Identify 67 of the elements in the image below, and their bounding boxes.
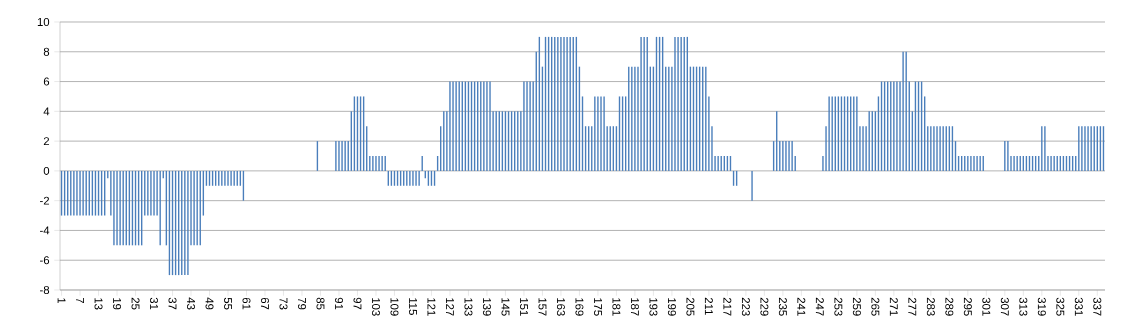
x-tick-label: 301 bbox=[982, 297, 991, 316]
x-tick-label: 223 bbox=[741, 297, 750, 316]
x-tick-label: 331 bbox=[1074, 297, 1083, 316]
y-tick-label: 8 bbox=[43, 47, 50, 56]
x-tick-label: 43 bbox=[187, 297, 196, 310]
x-tick-label: 175 bbox=[593, 298, 602, 316]
y-tick-label: 0 bbox=[43, 166, 50, 175]
x-tick-label: 91 bbox=[334, 297, 343, 310]
x-tick-label: 151 bbox=[519, 298, 528, 316]
x-tick-label: 259 bbox=[852, 297, 861, 316]
x-tick-label: 133 bbox=[464, 298, 473, 316]
x-tick-label: 31 bbox=[150, 297, 159, 310]
x-tick-label: 307 bbox=[1000, 297, 1009, 316]
x-tick-label: 49 bbox=[205, 297, 214, 310]
x-tick-label: 157 bbox=[538, 298, 547, 316]
x-tick-label: 1 bbox=[57, 298, 66, 304]
x-tick-label: 241 bbox=[797, 297, 806, 316]
x-tick-label: 205 bbox=[686, 297, 695, 316]
x-tick-label: 127 bbox=[446, 298, 454, 316]
x-tick-label: 319 bbox=[1037, 297, 1046, 316]
x-tick-label: 37 bbox=[168, 297, 177, 310]
y-tick-label: -4 bbox=[40, 226, 50, 235]
x-tick-label: 289 bbox=[945, 297, 954, 316]
x-tick-label: 325 bbox=[1056, 297, 1065, 316]
x-tick-label: 235 bbox=[778, 297, 787, 316]
x-tick-label: 217 bbox=[723, 297, 732, 316]
x-tick-label: 277 bbox=[908, 297, 917, 316]
y-tick-label: -8 bbox=[40, 286, 50, 294]
x-tick-label: 7 bbox=[76, 297, 84, 304]
x-tick-label: 79 bbox=[297, 297, 306, 310]
x-tick-label: 187 bbox=[630, 298, 639, 316]
x-tick-label: 163 bbox=[556, 298, 565, 316]
x-tick-label: 67 bbox=[260, 297, 269, 310]
x-tick-label: 229 bbox=[760, 297, 769, 316]
x-tick-label: 193 bbox=[649, 298, 658, 316]
x-tick-label: 145 bbox=[501, 298, 510, 316]
x-tick-label: 211 bbox=[704, 297, 713, 315]
y-tick-label: 2 bbox=[43, 137, 50, 146]
x-tick-label: 265 bbox=[871, 297, 880, 316]
x-tick-label: 121 bbox=[427, 298, 436, 316]
x-tick-label: 25 bbox=[131, 297, 140, 310]
x-tick-label: 73 bbox=[279, 297, 288, 310]
y-tick-label: 4 bbox=[43, 107, 50, 116]
x-tick-label: 85 bbox=[316, 297, 325, 310]
x-tick-label: 109 bbox=[390, 298, 399, 316]
x-tick-label: 61 bbox=[242, 297, 251, 310]
x-tick-label: 253 bbox=[834, 297, 843, 316]
y-tick-label: 10 bbox=[37, 18, 50, 27]
x-tick-label: 139 bbox=[482, 298, 491, 316]
y-tick-label: -2 bbox=[40, 196, 50, 205]
x-tick-label: 271 bbox=[889, 297, 898, 316]
x-tick-label: 169 bbox=[575, 298, 584, 316]
x-tick-label: 283 bbox=[926, 297, 935, 316]
x-tick-label: 181 bbox=[612, 298, 621, 316]
x-tick-label: 313 bbox=[1019, 297, 1028, 316]
x-tick-label: 295 bbox=[963, 297, 972, 316]
x-tick-label: 19 bbox=[113, 298, 122, 310]
x-tick-label: 247 bbox=[815, 297, 824, 316]
x-tick-label: 55 bbox=[224, 297, 232, 310]
x-tick-label: 199 bbox=[667, 298, 676, 316]
x-tick-label: 97 bbox=[353, 297, 362, 310]
x-tick-label: 337 bbox=[1093, 297, 1102, 316]
y-tick-label: 6 bbox=[43, 77, 50, 86]
x-tick-label: 103 bbox=[371, 298, 380, 316]
y-tick-label: -6 bbox=[40, 256, 50, 265]
x-tick-label: 13 bbox=[94, 298, 103, 310]
x-tick-label: 115 bbox=[409, 298, 417, 315]
